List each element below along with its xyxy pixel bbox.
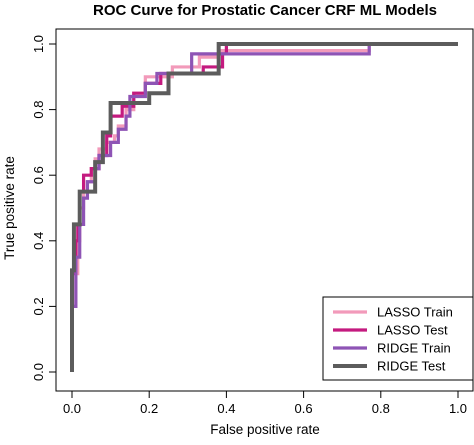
- y-tick-label: 0.8: [31, 101, 46, 119]
- plot-layer: 0.0 0.2 0.4 0.6 0.8 1.0 0.0 0.2 0.4 0.6 0.8 1.0 LASS…: [31, 28, 474, 416]
- legend-label: RIDGE Test: [377, 359, 446, 374]
- x-axis-label: False positive rate: [210, 422, 320, 437]
- x-tick-label: 0.2: [140, 401, 158, 416]
- y-tick-label: 0.4: [31, 232, 46, 250]
- legend-label: LASSO Train: [377, 305, 453, 320]
- y-tick-label: 0.6: [31, 166, 46, 184]
- y-tick-label: 0.0: [31, 363, 46, 381]
- plot-frame: [55, 28, 474, 392]
- y-tick-label: 1.0: [31, 35, 46, 53]
- x-tick-label: 0.8: [372, 401, 390, 416]
- x-tick-label: 0.0: [63, 401, 81, 416]
- x-tick-label: 1.0: [449, 401, 467, 416]
- chart-title: ROC Curve for Prostatic Cancer CRF ML Mo…: [93, 2, 437, 19]
- legend-label: LASSO Test: [377, 323, 448, 338]
- series-line-ridge-test: [70, 42, 458, 372]
- x-tick-label: 0.4: [217, 401, 235, 416]
- y-tick-label: 0.2: [31, 297, 46, 315]
- x-tick-label: 0.6: [295, 401, 313, 416]
- y-axis-label: True positive rate: [2, 156, 17, 260]
- legend-label: RIDGE Train: [377, 341, 451, 356]
- legend: LASSO Train LASSO Test RIDGE Train RIDGE Te…: [322, 296, 474, 381]
